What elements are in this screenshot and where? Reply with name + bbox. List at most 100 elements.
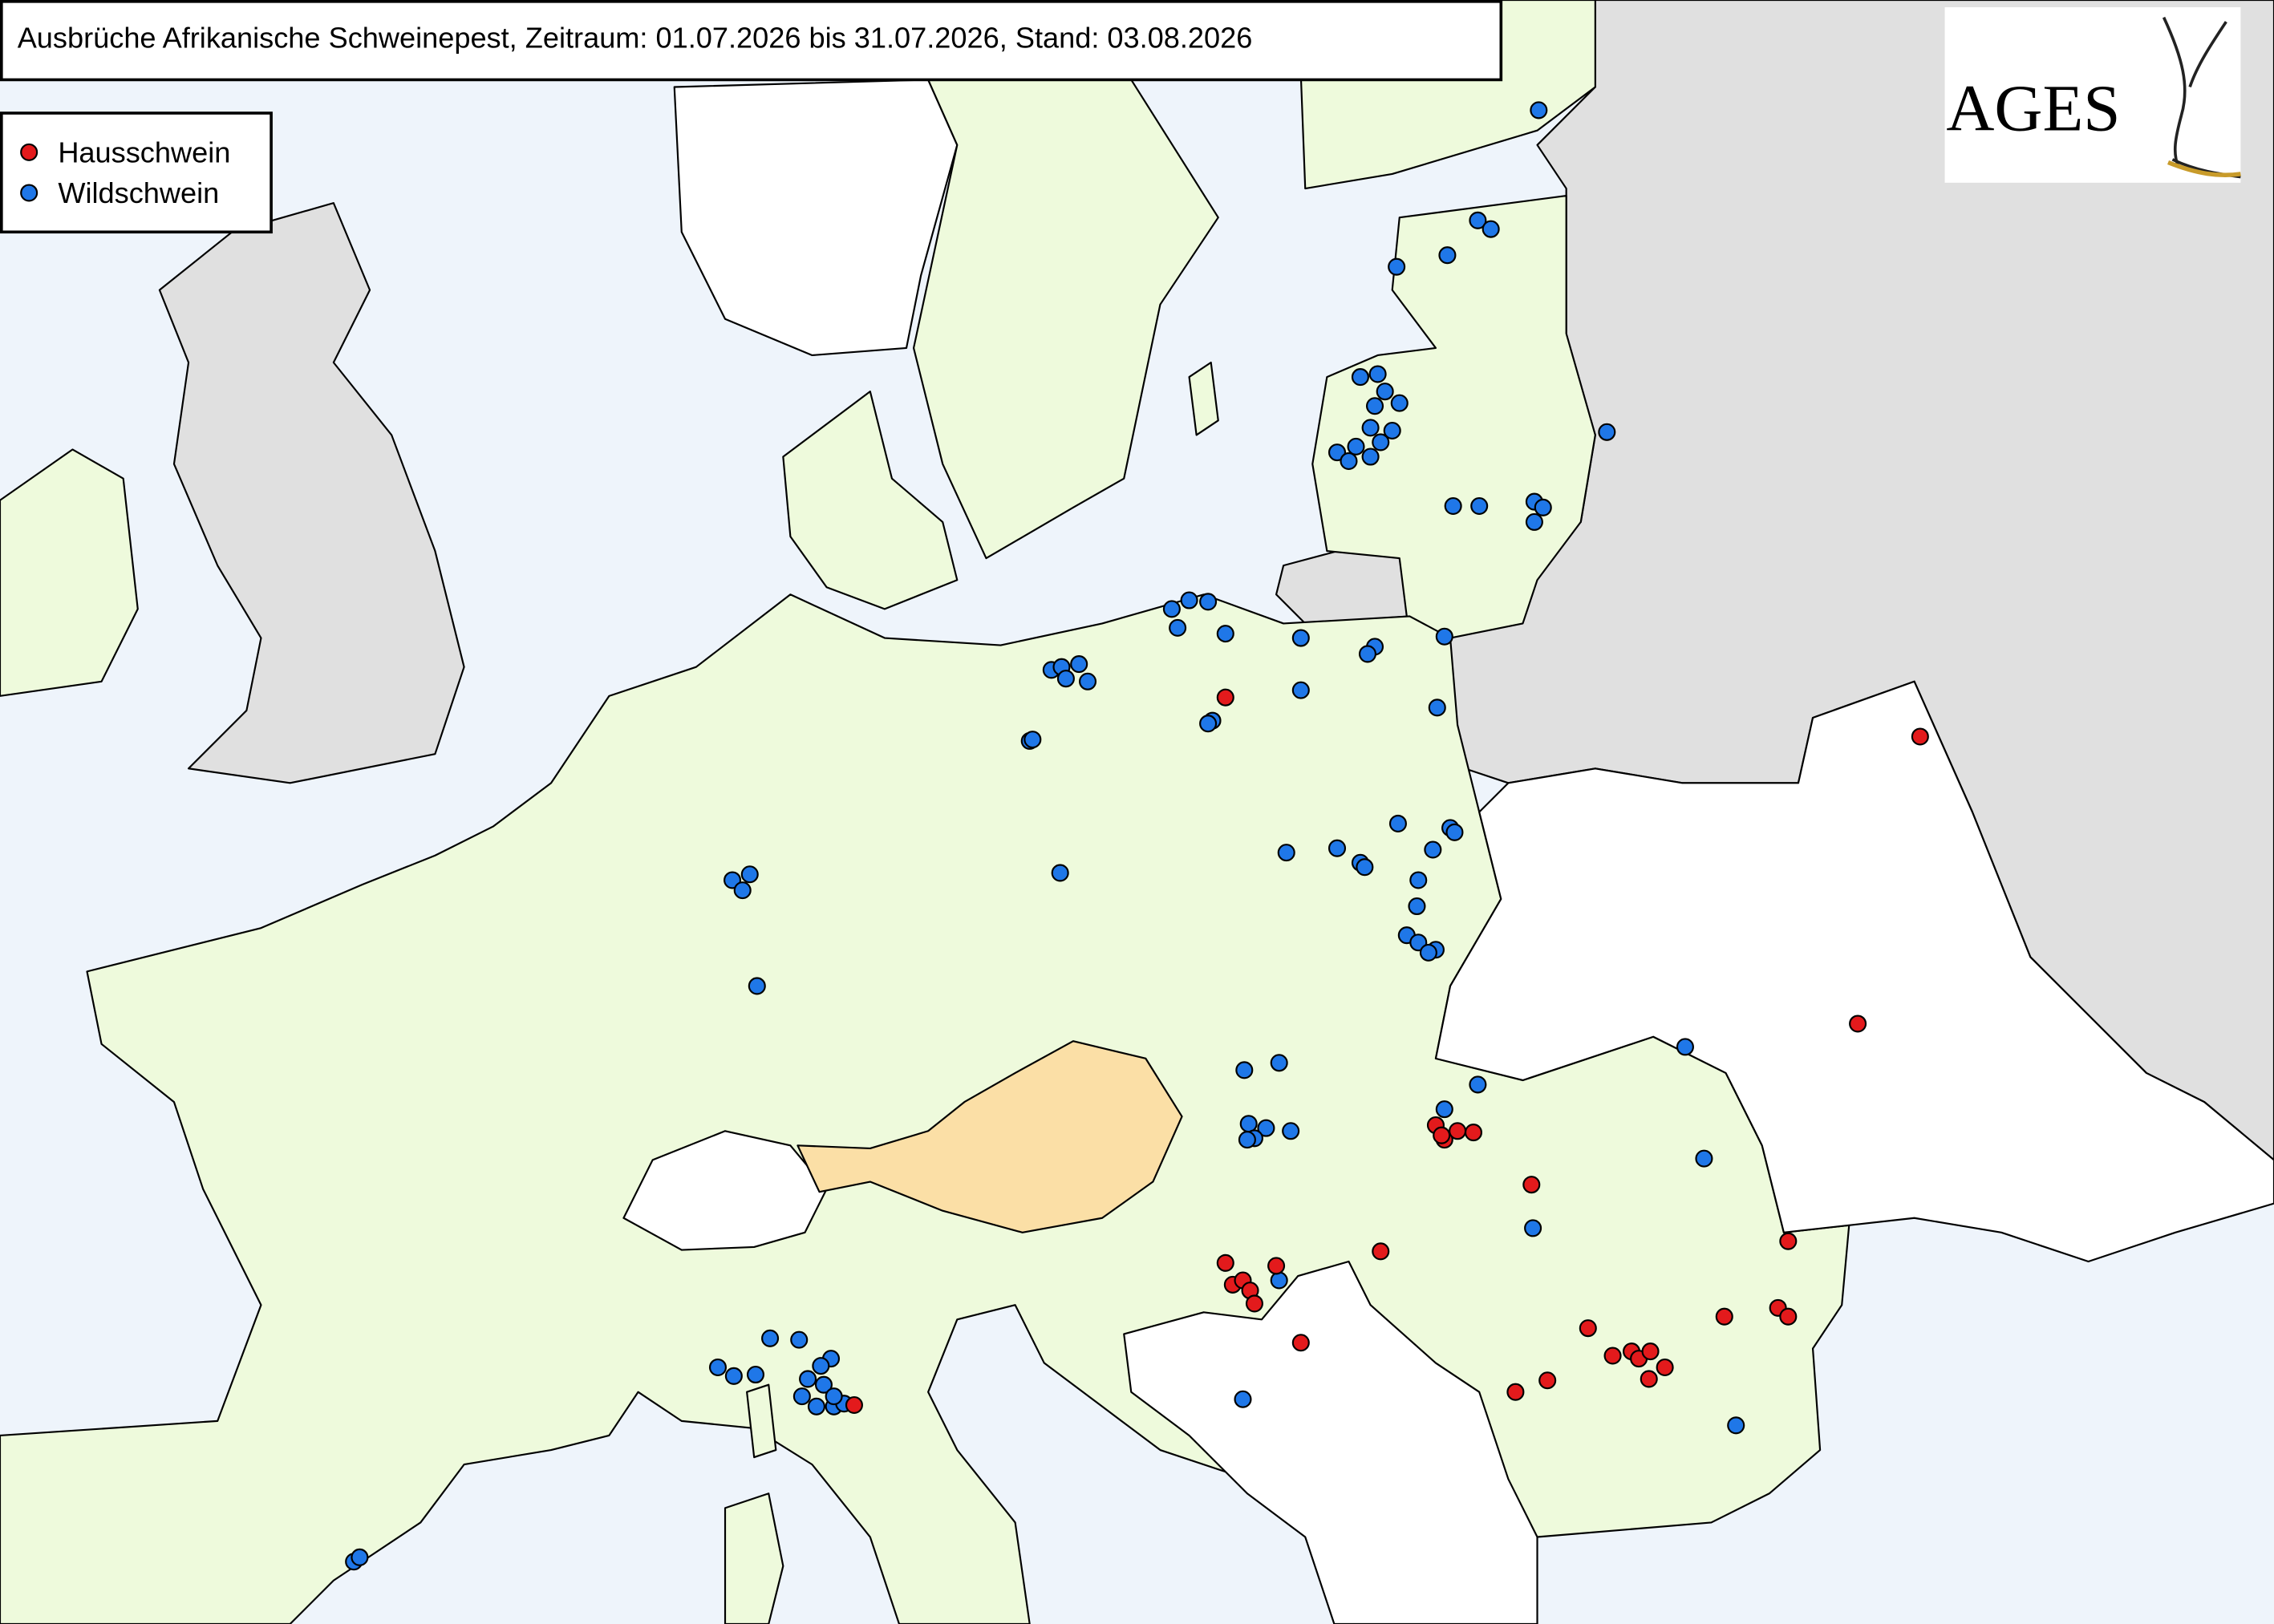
outbreak-point <box>1291 681 1310 699</box>
outbreak-point <box>792 1387 811 1406</box>
outbreak-point <box>1270 1054 1288 1072</box>
outbreak-point <box>1239 1115 1258 1133</box>
title-box <box>0 0 1503 82</box>
outbreak-point <box>1199 593 1218 611</box>
logo-text: AGES <box>1946 71 2120 145</box>
ireland <box>0 448 139 697</box>
outbreak-point <box>1267 1257 1286 1275</box>
legend-box <box>0 111 273 234</box>
outbreak-point <box>1282 1122 1300 1140</box>
outbreak-point <box>1438 246 1457 265</box>
outbreak-point <box>351 1548 369 1566</box>
outbreak-point <box>1368 365 1387 383</box>
outbreak-point <box>1482 220 1500 238</box>
outbreak-point <box>807 1397 825 1415</box>
outbreak-point <box>1216 625 1234 643</box>
outbreak-point <box>1469 211 1487 229</box>
outbreak-point <box>1365 397 1384 415</box>
outbreak-point <box>1257 1119 1275 1137</box>
outbreak-point <box>1291 1334 1310 1352</box>
title: Ausbrüche Afrikanische Schweinepest, Zei… <box>18 22 1253 55</box>
outbreak-point <box>724 1367 743 1385</box>
outbreak-point <box>1603 1347 1622 1365</box>
outbreak-point <box>1388 257 1406 276</box>
legend: Hausschwein Wildschwein <box>0 111 273 234</box>
outbreak-point <box>1372 1242 1390 1261</box>
outbreak-point <box>748 977 766 995</box>
outbreak-point <box>1351 368 1369 387</box>
outbreak-point <box>1409 871 1428 889</box>
outbreak-point <box>1390 394 1409 412</box>
outbreak-point <box>1383 421 1401 440</box>
outbreak-point <box>790 1330 809 1349</box>
outbreak-point <box>1525 512 1543 531</box>
outbreak-point <box>1358 645 1377 663</box>
outbreak-point <box>1361 419 1380 437</box>
outbreak-point <box>1911 727 1929 746</box>
corsica <box>746 1383 777 1459</box>
denmark <box>782 391 959 610</box>
outbreak-point <box>740 865 759 884</box>
outbreak-point <box>1530 101 1548 119</box>
austria <box>797 1040 1183 1233</box>
outbreak-point <box>1216 688 1234 707</box>
outbreak-point <box>1640 1370 1658 1388</box>
outbreak-point <box>1291 629 1310 647</box>
uk <box>158 202 465 784</box>
outbreak-point <box>814 1375 833 1394</box>
outbreak-point <box>1449 1122 1467 1140</box>
outbreak-point <box>1598 423 1616 441</box>
legend-label: Wildschwein <box>58 176 219 209</box>
outbreak-point <box>1169 618 1187 637</box>
balkans <box>1123 1260 1538 1624</box>
outbreak-point <box>1727 1416 1745 1435</box>
outbreak-point <box>1849 1014 1867 1033</box>
outbreak-points <box>345 101 1929 1571</box>
outbreak-point <box>1070 655 1088 674</box>
outbreak-point <box>708 1358 728 1377</box>
outbreak-point <box>733 881 752 900</box>
outbreak-point <box>1579 1319 1597 1338</box>
outbreak-point <box>1051 864 1069 882</box>
outbreak-point <box>1656 1358 1674 1377</box>
outbreak-point <box>845 1395 863 1415</box>
legend-marker <box>20 143 39 161</box>
outbreak-point <box>1433 1126 1451 1144</box>
outbreak-point <box>1641 1343 1660 1361</box>
outbreak-point <box>1695 1149 1713 1168</box>
outbreak-point <box>1779 1307 1798 1326</box>
outbreak-point <box>1424 840 1442 859</box>
sardinia <box>724 1492 784 1624</box>
outbreak-point <box>1538 1371 1557 1390</box>
gotland <box>1188 361 1219 436</box>
outbreak-point <box>1356 858 1374 877</box>
outbreak-point <box>1216 1253 1234 1272</box>
outbreak-point <box>1444 496 1462 516</box>
legend-label: Hausschwein <box>58 136 230 169</box>
outbreak-point <box>1464 1124 1482 1142</box>
outbreak-point <box>1445 823 1464 841</box>
outbreak-point <box>1340 452 1358 470</box>
outbreak-point <box>825 1387 843 1406</box>
outbreak-point <box>1470 496 1489 516</box>
outbreak-point <box>1328 839 1347 857</box>
outbreak-point <box>1435 1100 1453 1119</box>
logo: AGES <box>1944 7 2241 183</box>
outbreak-point <box>1078 672 1097 691</box>
outbreak-point <box>1534 498 1552 516</box>
outbreak-point <box>1388 814 1407 832</box>
outbreak-point <box>1408 897 1426 916</box>
outbreak-point <box>1245 1294 1263 1313</box>
outbreak-point <box>812 1357 830 1375</box>
outbreak-point <box>1372 433 1390 452</box>
legend-marker <box>20 184 39 202</box>
outbreak-point <box>1234 1390 1252 1408</box>
outbreak-point <box>1235 1061 1254 1079</box>
outbreak-point <box>1522 1176 1541 1194</box>
outbreak-point <box>1419 943 1437 962</box>
outbreak-point <box>1361 448 1380 466</box>
outbreak-point <box>1506 1383 1525 1401</box>
outbreak-point <box>1270 1271 1288 1290</box>
ukraine <box>1434 680 2274 1263</box>
